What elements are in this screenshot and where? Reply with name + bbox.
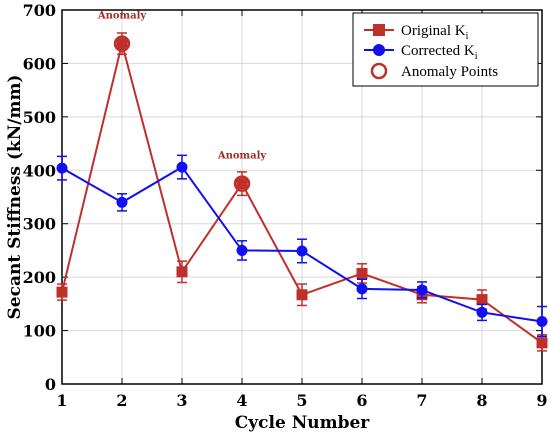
data-point-square: [236, 178, 248, 190]
data-point-circle: [116, 196, 128, 208]
y-axis-title: Secant Stiffness (kN/mm): [5, 75, 25, 320]
legend-corrected-name: Corrected K: [401, 43, 475, 59]
data-point-circle: [176, 161, 188, 173]
data-point-square: [296, 289, 308, 301]
x-tick-label: 3: [176, 391, 187, 410]
data-point-circle: [476, 306, 488, 318]
data-point-square: [476, 294, 488, 306]
x-tick-label: 4: [236, 391, 247, 410]
data-point-circle: [236, 244, 248, 256]
legend-original-marker: [373, 24, 385, 36]
series-original: [56, 32, 548, 352]
data-point-circle: [416, 284, 428, 296]
y-tick-label: 300: [23, 215, 56, 234]
legend-anomaly-marker: [370, 62, 388, 80]
x-tick-label: 8: [476, 391, 487, 410]
x-tick-label: 9: [536, 391, 547, 410]
legend-original-sub: i: [466, 31, 469, 42]
tick-labels: 0 100 200 300 400 500 600 700 1 2 3 4 5 6 7 8 9: [23, 1, 548, 410]
anomaly-marker: [233, 175, 251, 192]
x-tick-label: 2: [116, 391, 127, 410]
legend-anomaly-label: Anomaly Points: [401, 64, 498, 80]
data-point-circle: [356, 283, 368, 295]
data-point-square: [116, 38, 128, 50]
y-tick-label: 500: [23, 108, 56, 127]
x-axis-title: Cycle Number: [235, 413, 371, 433]
legend: Original Ki Corrected Ki Anomaly Points: [352, 12, 539, 87]
anomaly-label: Anomaly: [97, 11, 148, 22]
x-tick-label: 1: [56, 391, 67, 410]
y-tick-label: 400: [23, 161, 56, 180]
data-point-circle: [296, 245, 308, 257]
legend-original-label: Original Ki: [401, 23, 469, 42]
data-series: Anomaly Anomaly: [56, 11, 548, 352]
legend-original-name: Original K: [401, 23, 466, 39]
data-point-square: [356, 267, 368, 279]
y-tick-label: 200: [23, 268, 56, 287]
data-point-square: [536, 337, 548, 349]
data-point-square: [176, 266, 188, 278]
anomaly-marker: [113, 35, 131, 52]
y-tick-label: 100: [23, 322, 56, 341]
data-point-circle: [56, 162, 68, 174]
series-corrected: [56, 154, 548, 338]
anomaly-label: Anomaly: [217, 151, 268, 162]
legend-corrected-label: Corrected Ki: [401, 43, 478, 62]
x-tick-label: 5: [296, 391, 307, 410]
x-tick-label: 6: [356, 391, 367, 410]
legend-corrected-sub: i: [475, 51, 478, 62]
y-tick-label: 0: [45, 375, 56, 394]
x-tick-label: 7: [416, 391, 427, 410]
y-tick-label: 600: [23, 54, 56, 73]
legend-corrected-marker: [373, 44, 385, 56]
y-tick-label: 700: [23, 1, 56, 20]
anomaly-points: Anomaly Anomaly: [97, 11, 268, 192]
data-point-circle: [536, 315, 548, 327]
data-point-square: [56, 286, 68, 298]
